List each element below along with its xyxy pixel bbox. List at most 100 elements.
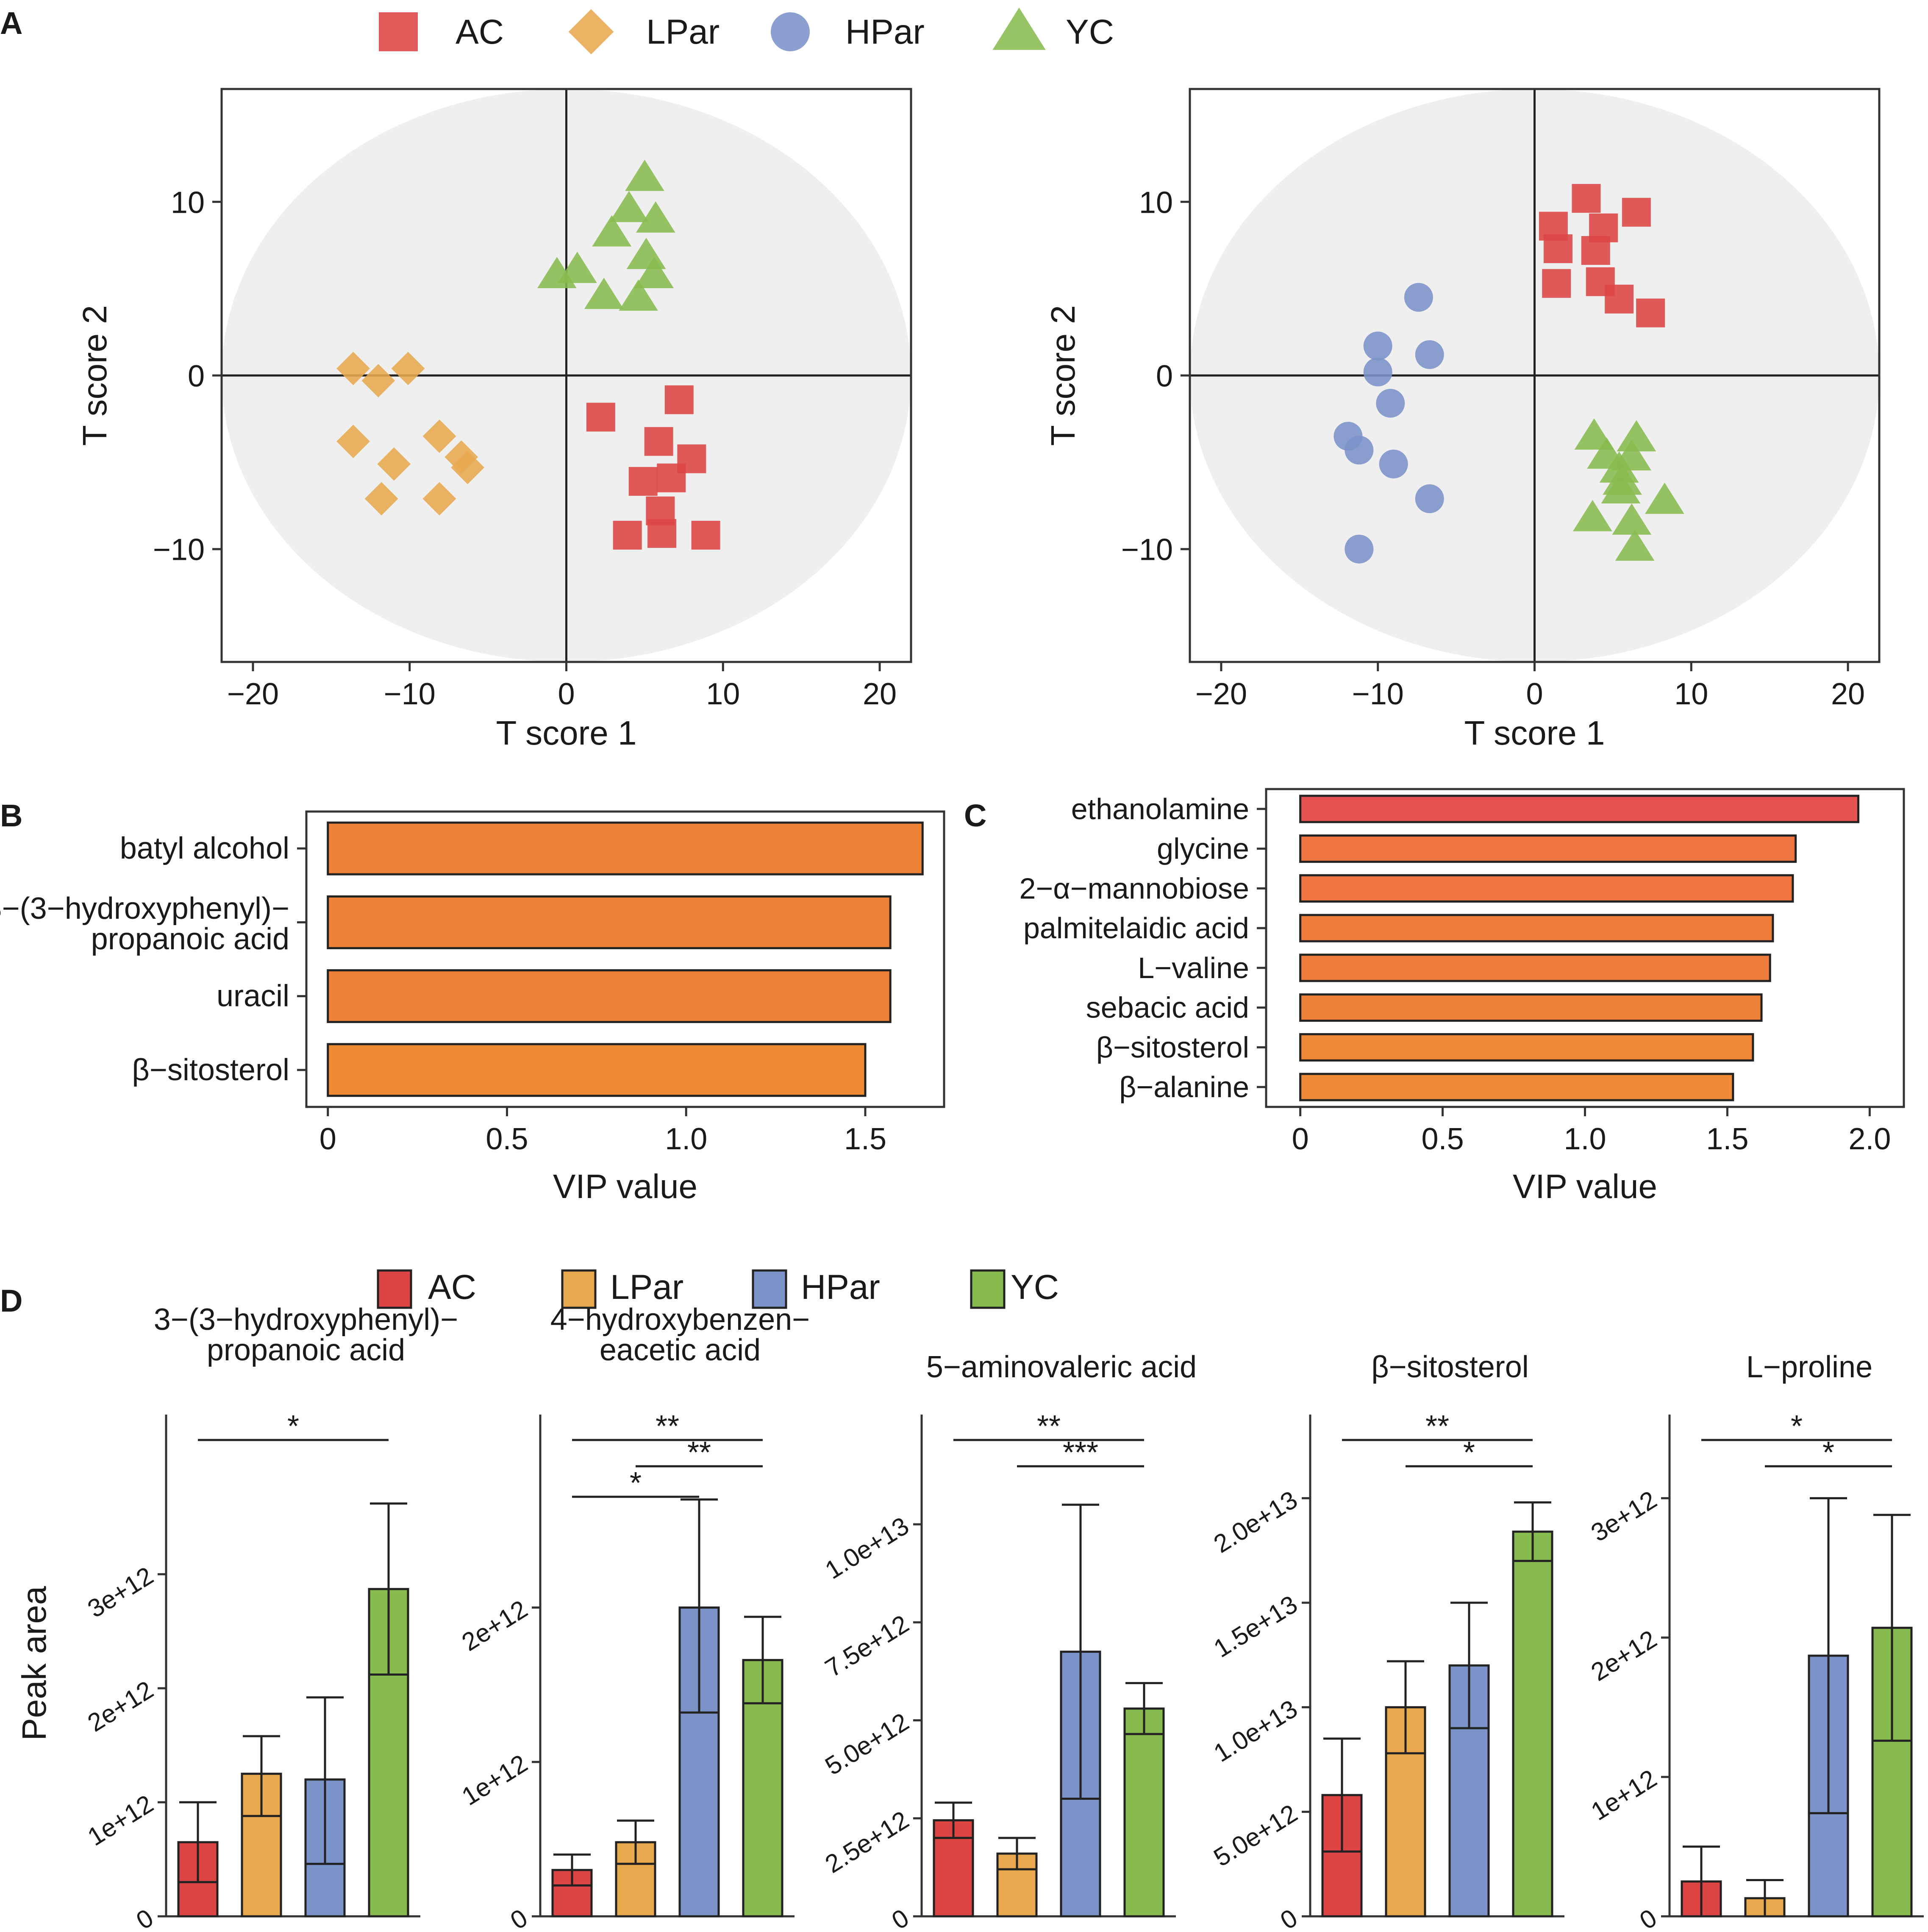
category-label: 2−α−mannobiose <box>1019 872 1249 905</box>
vip-bar <box>327 895 892 949</box>
x-axis-title: T score 1 <box>1464 714 1605 752</box>
x-tick-label: 20 <box>863 677 897 711</box>
scatter-plot-right: −20 −10 0 10 20 −10 0 10 T score 1 T score 2 <box>1044 88 1881 752</box>
point-ac <box>1542 269 1571 298</box>
legend-label-hpar: HPar <box>845 13 925 51</box>
point-yc <box>1601 472 1641 504</box>
legend-label-lpar: LPar <box>646 13 720 51</box>
x-tick-label: 0 <box>558 677 575 711</box>
significance-label: * <box>630 1466 642 1500</box>
legend-marker-yc <box>992 7 1046 50</box>
point-lpar <box>422 419 456 453</box>
x-axis-title: VIP value <box>553 1168 697 1205</box>
y-tick-label: 0 <box>1635 1903 1662 1932</box>
legend-top: AC LPar HPar YC <box>379 7 1114 55</box>
x-tick-label: 1.0 <box>1564 1122 1606 1156</box>
y-tick-label: 10 <box>171 186 205 220</box>
x-tick-label: −10 <box>1352 677 1404 711</box>
point-ac <box>647 519 677 548</box>
legend-marker-ac <box>379 12 418 51</box>
subplot-title: 3−(3−hydroxyphenyl)− propanoic acid <box>154 1303 458 1367</box>
y-tick-label: 0 <box>1156 359 1173 393</box>
y-tick-label: −10 <box>153 533 205 567</box>
vip-bar <box>1299 834 1797 863</box>
panel-label-a: A <box>0 6 22 41</box>
y-tick-label: 2e+12 <box>457 1595 532 1657</box>
vip-bar <box>327 821 924 876</box>
x-tick-label: 10 <box>1674 677 1708 711</box>
point-lpar <box>377 447 411 481</box>
point-lpar <box>361 364 395 398</box>
vip-bar <box>1299 874 1794 903</box>
point-yc <box>636 201 675 233</box>
category-label: L−valine <box>1138 951 1249 984</box>
vip-bar <box>1299 1073 1734 1101</box>
peak-area-charts: 0 1e+12 2e+12 3e+12 3−(3−hydroxyphenyl)− prop… <box>15 1303 1924 1932</box>
point-yc <box>1615 529 1655 561</box>
subplot-title-line: 3−(3−hydroxyphenyl)− <box>154 1303 458 1337</box>
subplot-2: 0 1e+12 2e+12 4−hydroxybenzen− eacetic acid *… <box>457 1303 810 1932</box>
vip-bar <box>1299 993 1763 1022</box>
vip-bar-chart-b: batyl alcohol 3−(3−hydroxyphenyl)− propano… <box>0 810 945 1205</box>
category-label-line: 3−(3−hydroxyphenyl)− <box>0 892 289 926</box>
point-ac <box>1572 184 1601 213</box>
point-yc <box>1612 503 1652 535</box>
point-ac <box>1622 197 1651 227</box>
point-ac <box>1605 284 1634 314</box>
vip-bar <box>1299 953 1771 982</box>
vip-bar <box>327 969 892 1023</box>
point-lpar <box>422 482 456 516</box>
category-label: β−sitosterol <box>1096 1031 1249 1064</box>
y-tick-label: 1.0e+13 <box>820 1511 914 1585</box>
legend-label-lpar: LPar <box>610 1268 683 1307</box>
point-ac <box>691 520 720 550</box>
category-label: batyl alcohol <box>120 831 289 865</box>
x-tick-label: 0 <box>1526 677 1543 711</box>
point-yc <box>1617 420 1656 452</box>
x-tick-label: 1.5 <box>1706 1122 1748 1156</box>
x-tick-label: 0 <box>1292 1122 1309 1156</box>
legend-label-hpar: HPar <box>801 1268 880 1307</box>
significance-label: *** <box>1063 1436 1098 1470</box>
point-yc <box>592 215 632 247</box>
y-axis-title: T score 2 <box>76 305 114 446</box>
subplot-title: L−proline <box>1746 1350 1872 1384</box>
point-lpar <box>336 425 370 459</box>
y-tick-label: 3e+12 <box>1586 1485 1661 1547</box>
y-tick-label: 10 <box>1139 186 1173 220</box>
vip-bar <box>1299 1033 1754 1062</box>
category-label: β−alanine <box>1119 1070 1249 1104</box>
point-yc <box>1645 482 1684 514</box>
legend-label-ac: AC <box>456 13 504 51</box>
subplot-5: 0 1e+12 2e+12 3e+12 L−proline * * <box>1586 1350 1924 1932</box>
point-ac <box>586 403 615 432</box>
y-tick-label: 0 <box>887 1903 914 1932</box>
subplot-4: 0 5.0e+12 1.0e+13 1.5e+13 2.0e+13 β−sitostero… <box>1209 1350 1564 1932</box>
point-yc <box>558 251 597 283</box>
point-hpar <box>1379 449 1408 478</box>
subplot-1: 0 1e+12 2e+12 3e+12 3−(3−hydroxyphenyl)− prop… <box>83 1303 458 1932</box>
point-lpar <box>364 482 398 516</box>
y-tick-label: 1e+12 <box>83 1789 158 1851</box>
legend-marker-lpar <box>568 9 614 55</box>
category-label: uracil <box>217 979 289 1013</box>
point-yc <box>619 279 658 311</box>
legend-swatch-hpar <box>752 1269 787 1309</box>
legend-label-ac: AC <box>428 1268 476 1307</box>
category-label: β−sitosterol <box>132 1053 289 1087</box>
point-hpar <box>1415 484 1444 513</box>
vip-bar <box>1299 914 1774 942</box>
y-axis-title-d: Peak area <box>15 1586 53 1740</box>
point-ac <box>628 467 658 496</box>
x-axis-title: T score 1 <box>496 714 637 752</box>
point-hpar <box>1363 331 1392 361</box>
point-yc <box>625 159 664 191</box>
category-label-line: propanoic acid <box>91 922 289 956</box>
point-lpar <box>336 352 370 386</box>
y-tick-label: 1.5e+13 <box>1209 1590 1303 1663</box>
subplot-title: 5−aminovaleric acid <box>926 1350 1197 1384</box>
bar-lpar <box>615 1841 656 1918</box>
significance-label: * <box>1463 1436 1475 1470</box>
plot-frame <box>305 810 945 1108</box>
y-tick-label: 7.5e+12 <box>820 1610 914 1683</box>
